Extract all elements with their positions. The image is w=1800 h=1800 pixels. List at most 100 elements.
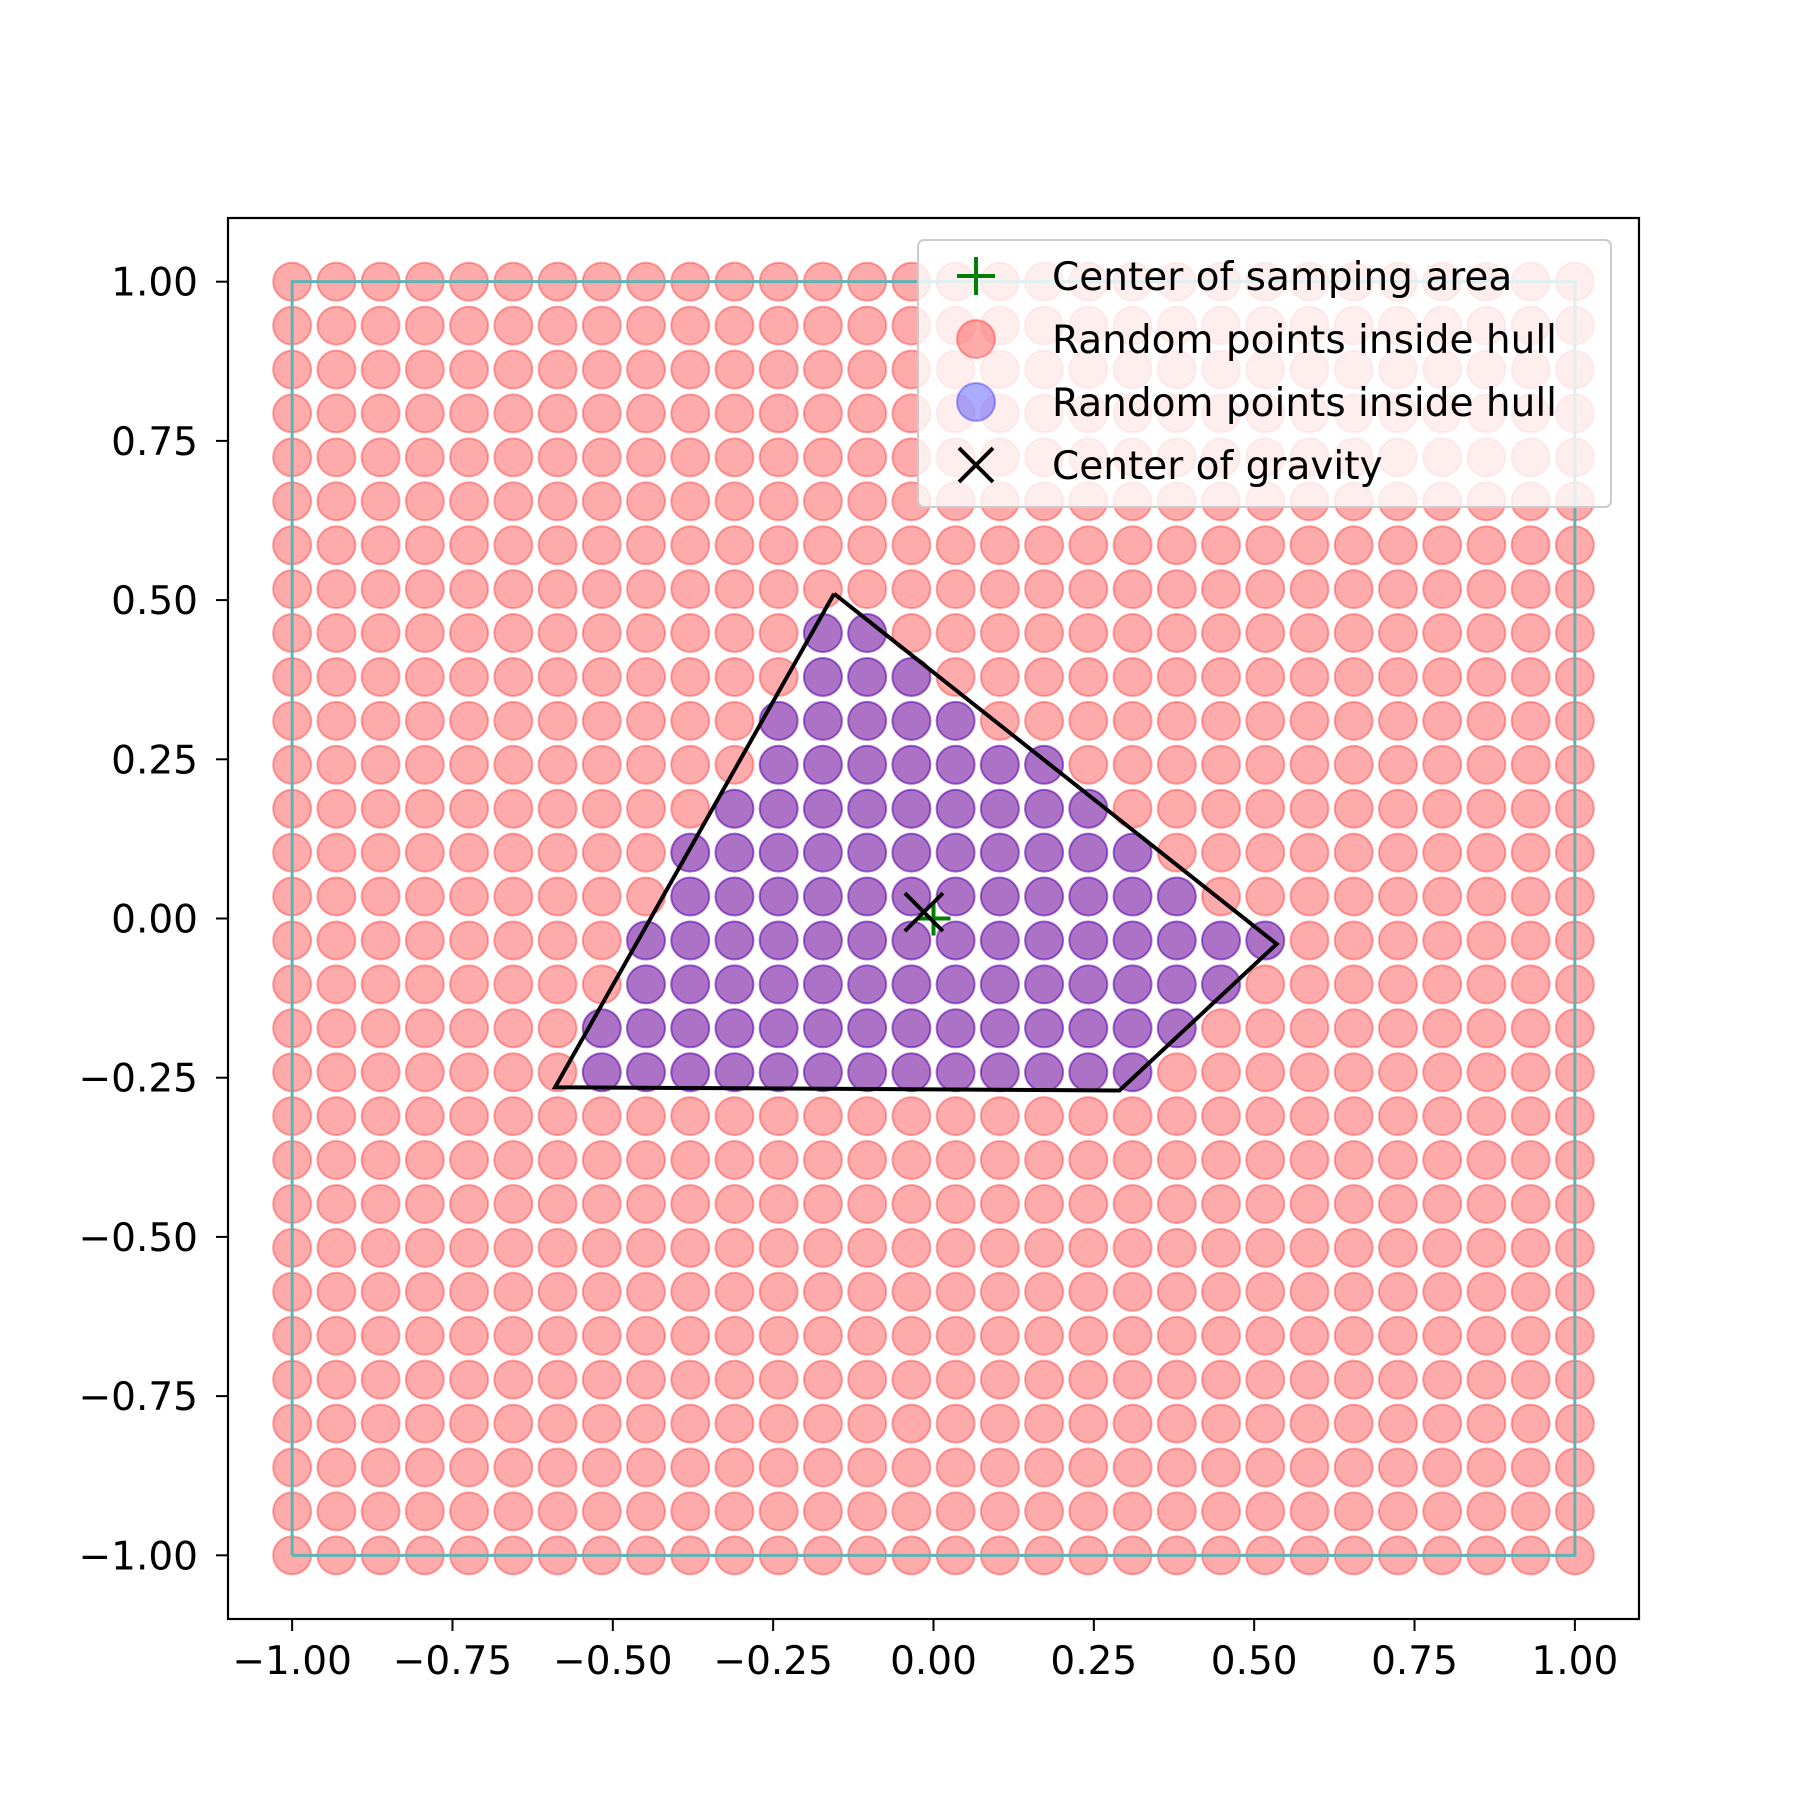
data-point bbox=[935, 525, 976, 566]
data-point bbox=[1510, 1359, 1551, 1400]
data-point bbox=[1289, 1096, 1330, 1137]
data-point bbox=[670, 481, 711, 522]
data-point bbox=[1156, 744, 1197, 785]
data-point bbox=[714, 1403, 755, 1444]
data-point bbox=[891, 920, 932, 961]
data-point bbox=[1112, 744, 1153, 785]
data-point bbox=[1333, 1491, 1374, 1532]
data-point bbox=[1156, 876, 1197, 917]
data-point bbox=[1068, 920, 1109, 961]
data-point bbox=[1289, 964, 1330, 1005]
data-point bbox=[670, 437, 711, 478]
data-point bbox=[1333, 832, 1374, 873]
series-2-points bbox=[581, 613, 1286, 1093]
data-point bbox=[1422, 1403, 1463, 1444]
data-point bbox=[316, 788, 357, 829]
data-point bbox=[449, 1227, 490, 1268]
data-point bbox=[758, 1008, 799, 1049]
data-point bbox=[714, 481, 755, 522]
data-point bbox=[1024, 1315, 1065, 1356]
data-point bbox=[449, 1403, 490, 1444]
data-point bbox=[758, 1447, 799, 1488]
x-b bbox=[957, 446, 995, 484]
data-point bbox=[670, 1359, 711, 1400]
data-point bbox=[1024, 788, 1065, 829]
data-point bbox=[316, 393, 357, 434]
data-point bbox=[1112, 920, 1153, 961]
data-point bbox=[537, 393, 578, 434]
data-point bbox=[670, 1052, 711, 1093]
data-point bbox=[449, 305, 490, 346]
legend-entry: Random points inside hull bbox=[956, 381, 1557, 426]
data-point bbox=[847, 1227, 888, 1268]
data-point bbox=[537, 1096, 578, 1137]
data-point bbox=[581, 1227, 622, 1268]
data-point bbox=[979, 613, 1020, 654]
data-point bbox=[537, 1315, 578, 1356]
data-point bbox=[581, 437, 622, 478]
data-point bbox=[360, 525, 401, 566]
data-point bbox=[1068, 1140, 1109, 1181]
data-point bbox=[1466, 613, 1507, 654]
data-point bbox=[1245, 1271, 1286, 1312]
data-point bbox=[316, 876, 357, 917]
data-point bbox=[1201, 964, 1242, 1005]
data-point bbox=[802, 1052, 843, 1093]
data-point bbox=[316, 1183, 357, 1224]
data-point bbox=[537, 1183, 578, 1224]
data-point bbox=[493, 393, 534, 434]
data-point bbox=[891, 613, 932, 654]
data-point bbox=[625, 305, 666, 346]
data-point bbox=[449, 1052, 490, 1093]
data-point bbox=[1510, 700, 1551, 741]
legend-label: Center of gravity bbox=[1052, 444, 1383, 489]
data-point bbox=[891, 1315, 932, 1356]
data-point bbox=[1024, 1447, 1065, 1488]
data-point bbox=[935, 1359, 976, 1400]
data-point bbox=[1068, 1096, 1109, 1137]
data-point bbox=[1201, 920, 1242, 961]
data-point bbox=[1068, 1008, 1109, 1049]
data-point bbox=[1333, 656, 1374, 697]
data-point bbox=[670, 1447, 711, 1488]
data-point bbox=[1156, 1008, 1197, 1049]
data-point bbox=[847, 349, 888, 390]
data-point bbox=[1245, 1447, 1286, 1488]
data-point bbox=[670, 525, 711, 566]
data-point bbox=[670, 788, 711, 829]
data-point bbox=[714, 1359, 755, 1400]
data-point bbox=[493, 349, 534, 390]
data-point bbox=[360, 656, 401, 697]
data-point bbox=[537, 1008, 578, 1049]
data-point bbox=[802, 700, 843, 741]
data-point bbox=[847, 700, 888, 741]
data-point bbox=[1201, 1096, 1242, 1137]
data-point bbox=[802, 1183, 843, 1224]
data-point bbox=[1422, 700, 1463, 741]
convex-hull-line bbox=[551, 592, 1280, 1093]
data-point bbox=[847, 1315, 888, 1356]
data-point bbox=[1156, 613, 1197, 654]
data-point bbox=[1466, 1491, 1507, 1532]
data-point bbox=[1024, 920, 1065, 961]
data-point bbox=[847, 1183, 888, 1224]
data-point bbox=[1245, 656, 1286, 697]
data-point bbox=[891, 1008, 932, 1049]
data-point bbox=[1422, 1140, 1463, 1181]
data-point bbox=[493, 305, 534, 346]
data-point bbox=[1377, 1491, 1418, 1532]
data-point bbox=[360, 876, 401, 917]
data-point bbox=[1289, 1359, 1330, 1400]
data-point bbox=[404, 920, 445, 961]
legend-entry: Center of gravity bbox=[957, 444, 1383, 489]
data-point bbox=[891, 1183, 932, 1224]
data-point bbox=[404, 788, 445, 829]
data-point bbox=[847, 1052, 888, 1093]
data-point bbox=[979, 1315, 1020, 1356]
data-point bbox=[847, 832, 888, 873]
data-point bbox=[979, 920, 1020, 961]
data-point bbox=[360, 349, 401, 390]
data-point bbox=[625, 349, 666, 390]
data-point bbox=[625, 1315, 666, 1356]
